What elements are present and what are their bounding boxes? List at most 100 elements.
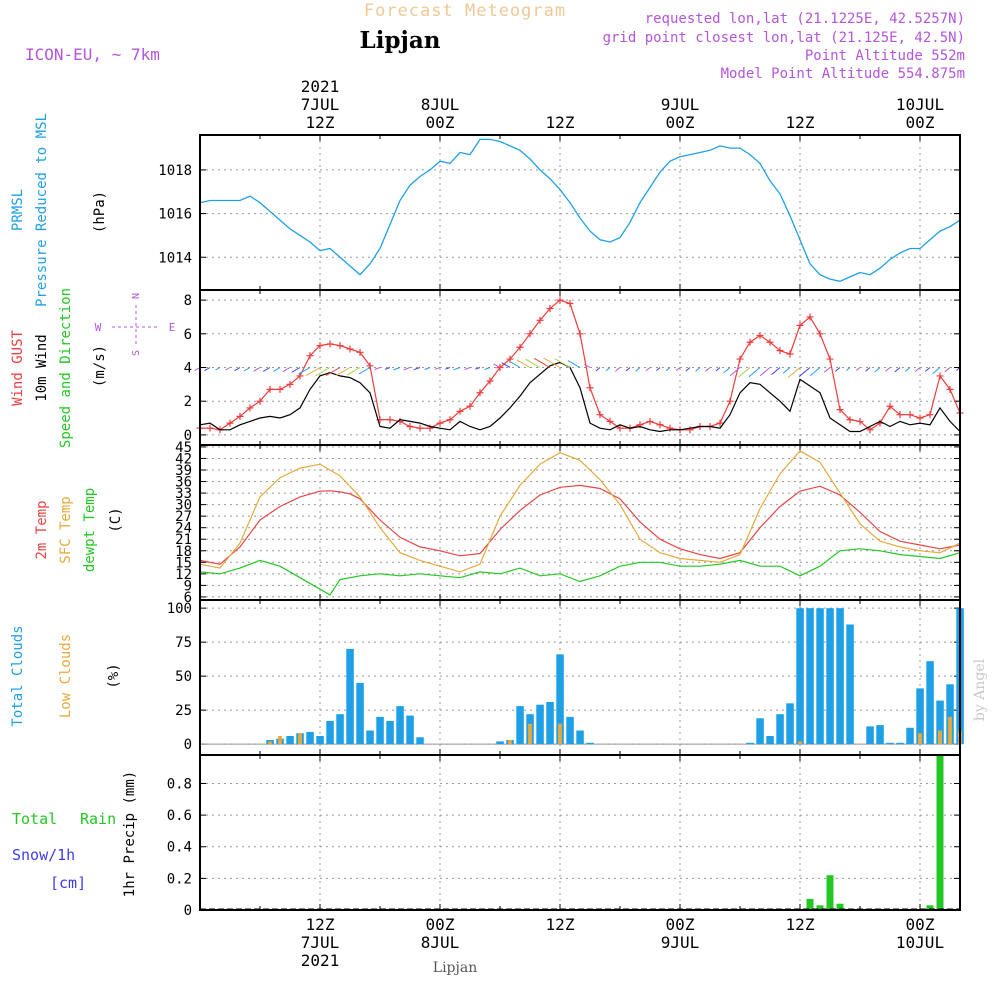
wind-direction-arrow: [944, 367, 951, 373]
total-clouds-bar: [356, 682, 364, 745]
wind-direction-arrow: [748, 367, 761, 378]
p4-label-total: Total Clouds: [10, 625, 26, 726]
gust-marker: [816, 330, 824, 338]
total-clouds-bar: [826, 608, 834, 745]
bottom-time-label: 12Z: [546, 915, 575, 934]
gust-marker: [566, 299, 574, 307]
p2-label-wind: 10m Wind: [34, 334, 50, 401]
total-clouds-bar: [756, 718, 764, 745]
p2-unit: (m/s): [92, 345, 108, 387]
watermark: by Angel: [972, 658, 988, 721]
total-clouds-bar: [336, 714, 344, 745]
gust-marker: [346, 345, 354, 353]
y-tick-label: 0: [184, 737, 192, 753]
y-tick-label: 6: [184, 590, 192, 606]
total-clouds-bar: [306, 731, 314, 745]
gust-marker: [856, 417, 864, 425]
wind-direction-arrow: [759, 367, 771, 377]
total-clouds-bar: [926, 661, 934, 745]
p5-label-rain: Rain: [80, 810, 116, 828]
total-clouds-bar: [576, 730, 584, 745]
wind-compass-legend: N W E S: [95, 293, 176, 356]
gust-marker: [546, 305, 554, 313]
gust-marker: [726, 397, 734, 405]
gust-marker: [716, 419, 724, 427]
wind-direction-arrow: [738, 367, 751, 378]
total-clouds-bar: [916, 688, 924, 745]
prmsl-line: [199, 138, 961, 282]
low-clouds-bar: [268, 741, 272, 745]
wind-direction-arrow: [865, 367, 871, 372]
gust-marker: [446, 416, 454, 424]
p3-label-sfc: SFC Temp: [58, 496, 74, 563]
y-tick-label: 0: [184, 903, 192, 919]
wind-direction-arrow: [595, 367, 601, 372]
gust-marker: [886, 402, 894, 410]
low-clouds-bar: [938, 730, 942, 745]
y-tick-label: 6: [184, 327, 192, 343]
gust-marker: [516, 343, 524, 351]
gust-marker: [366, 362, 374, 370]
y-tick-label: 15: [175, 555, 192, 571]
wind-direction-arrow: [635, 367, 641, 372]
y-tick-label: 4: [184, 361, 192, 377]
wind-direction-arrow: [554, 358, 571, 368]
y-tick-label: 75: [175, 635, 192, 651]
top-time-label: 7JUL: [301, 95, 340, 114]
total-clouds-bar: [396, 706, 404, 745]
rain-bar: [816, 905, 824, 910]
wind-direction-arrow: [665, 367, 671, 372]
low-clouds-bar: [298, 733, 302, 745]
total-clouds-bar: [876, 725, 884, 745]
bottom-time-label: 2021: [301, 951, 340, 970]
gust-marker: [796, 321, 804, 329]
top-time-label: 12Z: [786, 113, 815, 132]
y-tick-label: 0.6: [167, 808, 192, 824]
compass-e: E: [169, 321, 176, 334]
gust-marker: [936, 372, 944, 380]
wind-direction-arrow: [325, 367, 341, 377]
p2-label-speed-direction: Speed and Direction: [58, 288, 74, 448]
wind-direction-arrow: [904, 367, 911, 372]
wind-direction-arrow: [484, 367, 491, 370]
top-time-label: 10JUL: [896, 95, 944, 114]
gust-marker: [266, 385, 274, 393]
gust-marker: [766, 338, 774, 346]
p3-label-2m: 2m Temp: [34, 500, 50, 559]
y-tick-label: 27: [175, 509, 192, 525]
gust-marker: [326, 340, 334, 348]
wind-direction-arrow: [656, 367, 661, 371]
total-clouds-bar: [546, 702, 554, 745]
gust-marker: [916, 414, 924, 422]
wind-direction-arrow: [475, 367, 481, 370]
total-clouds-bar: [346, 648, 354, 745]
wind-direction-arrow: [729, 367, 741, 377]
total-clouds-bar: [366, 730, 374, 745]
panel-5-frame: [199, 754, 961, 911]
gust-marker: [406, 422, 414, 430]
meteogram-title: Forecast Meteogram: [364, 1, 566, 21]
compass-w: W: [95, 321, 102, 334]
total-clouds-bar: [766, 736, 774, 745]
bottom-time-label: 12Z: [306, 915, 335, 934]
wind-direction-arrow: [715, 367, 721, 372]
wind-direction-arrow: [516, 359, 531, 368]
gust-marker: [206, 424, 214, 432]
gust-marker: [606, 417, 614, 425]
gust-marker: [596, 411, 604, 419]
p3-unit: (C): [108, 507, 124, 532]
gust-marker: [646, 417, 654, 425]
wind-direction-arrow: [771, 367, 781, 375]
gust-marker: [226, 419, 234, 427]
total-clouds-bar: [406, 715, 414, 745]
wind-direction-arrow: [846, 367, 851, 371]
y-tick-label: 1018: [158, 163, 192, 179]
point-altitude: Point Altitude 552m: [805, 48, 965, 64]
gust-marker: [336, 342, 344, 350]
total-clouds-bar: [906, 727, 914, 745]
wind-gust-line: [200, 299, 961, 431]
gust-marker: [356, 348, 364, 356]
panel-1-grid: [200, 135, 960, 290]
wind-direction-arrow: [685, 367, 691, 372]
low-clouds-bar: [508, 740, 512, 745]
